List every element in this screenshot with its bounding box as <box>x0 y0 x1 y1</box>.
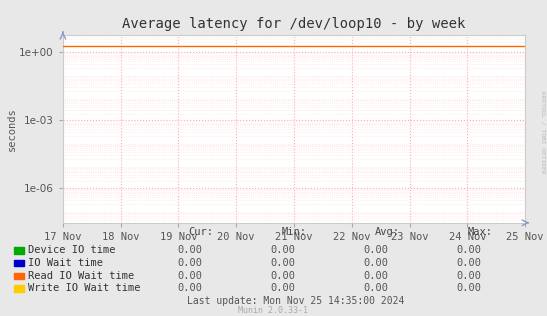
Text: Last update: Mon Nov 25 14:35:00 2024: Last update: Mon Nov 25 14:35:00 2024 <box>187 296 404 306</box>
Text: 0.00: 0.00 <box>363 258 388 268</box>
Text: RRDTOOL / TOBI OETIKER: RRDTOOL / TOBI OETIKER <box>541 91 546 174</box>
Text: 0.00: 0.00 <box>177 245 202 255</box>
Text: Write IO Wait time: Write IO Wait time <box>28 283 141 293</box>
Text: 0.00: 0.00 <box>177 283 202 293</box>
Text: 0.00: 0.00 <box>270 258 295 268</box>
Text: 0.00: 0.00 <box>363 245 388 255</box>
Text: 0.00: 0.00 <box>177 270 202 281</box>
Text: Min:: Min: <box>282 228 307 237</box>
Text: 0.00: 0.00 <box>270 283 295 293</box>
Text: Read IO Wait time: Read IO Wait time <box>28 270 135 281</box>
Text: Munin 2.0.33-1: Munin 2.0.33-1 <box>238 307 309 315</box>
Text: Avg:: Avg: <box>375 228 400 237</box>
Text: 0.00: 0.00 <box>363 283 388 293</box>
Text: 0.00: 0.00 <box>270 245 295 255</box>
Text: IO Wait time: IO Wait time <box>28 258 103 268</box>
Text: Max:: Max: <box>468 228 493 237</box>
Text: 0.00: 0.00 <box>363 270 388 281</box>
Text: Device IO time: Device IO time <box>28 245 116 255</box>
Text: 0.00: 0.00 <box>270 270 295 281</box>
Text: 0.00: 0.00 <box>456 245 481 255</box>
Y-axis label: seconds: seconds <box>7 107 16 151</box>
Text: 0.00: 0.00 <box>456 283 481 293</box>
Text: 0.00: 0.00 <box>456 258 481 268</box>
Title: Average latency for /dev/loop10 - by week: Average latency for /dev/loop10 - by wee… <box>123 17 465 31</box>
Text: Cur:: Cur: <box>189 228 214 237</box>
Text: 0.00: 0.00 <box>456 270 481 281</box>
Text: 0.00: 0.00 <box>177 258 202 268</box>
